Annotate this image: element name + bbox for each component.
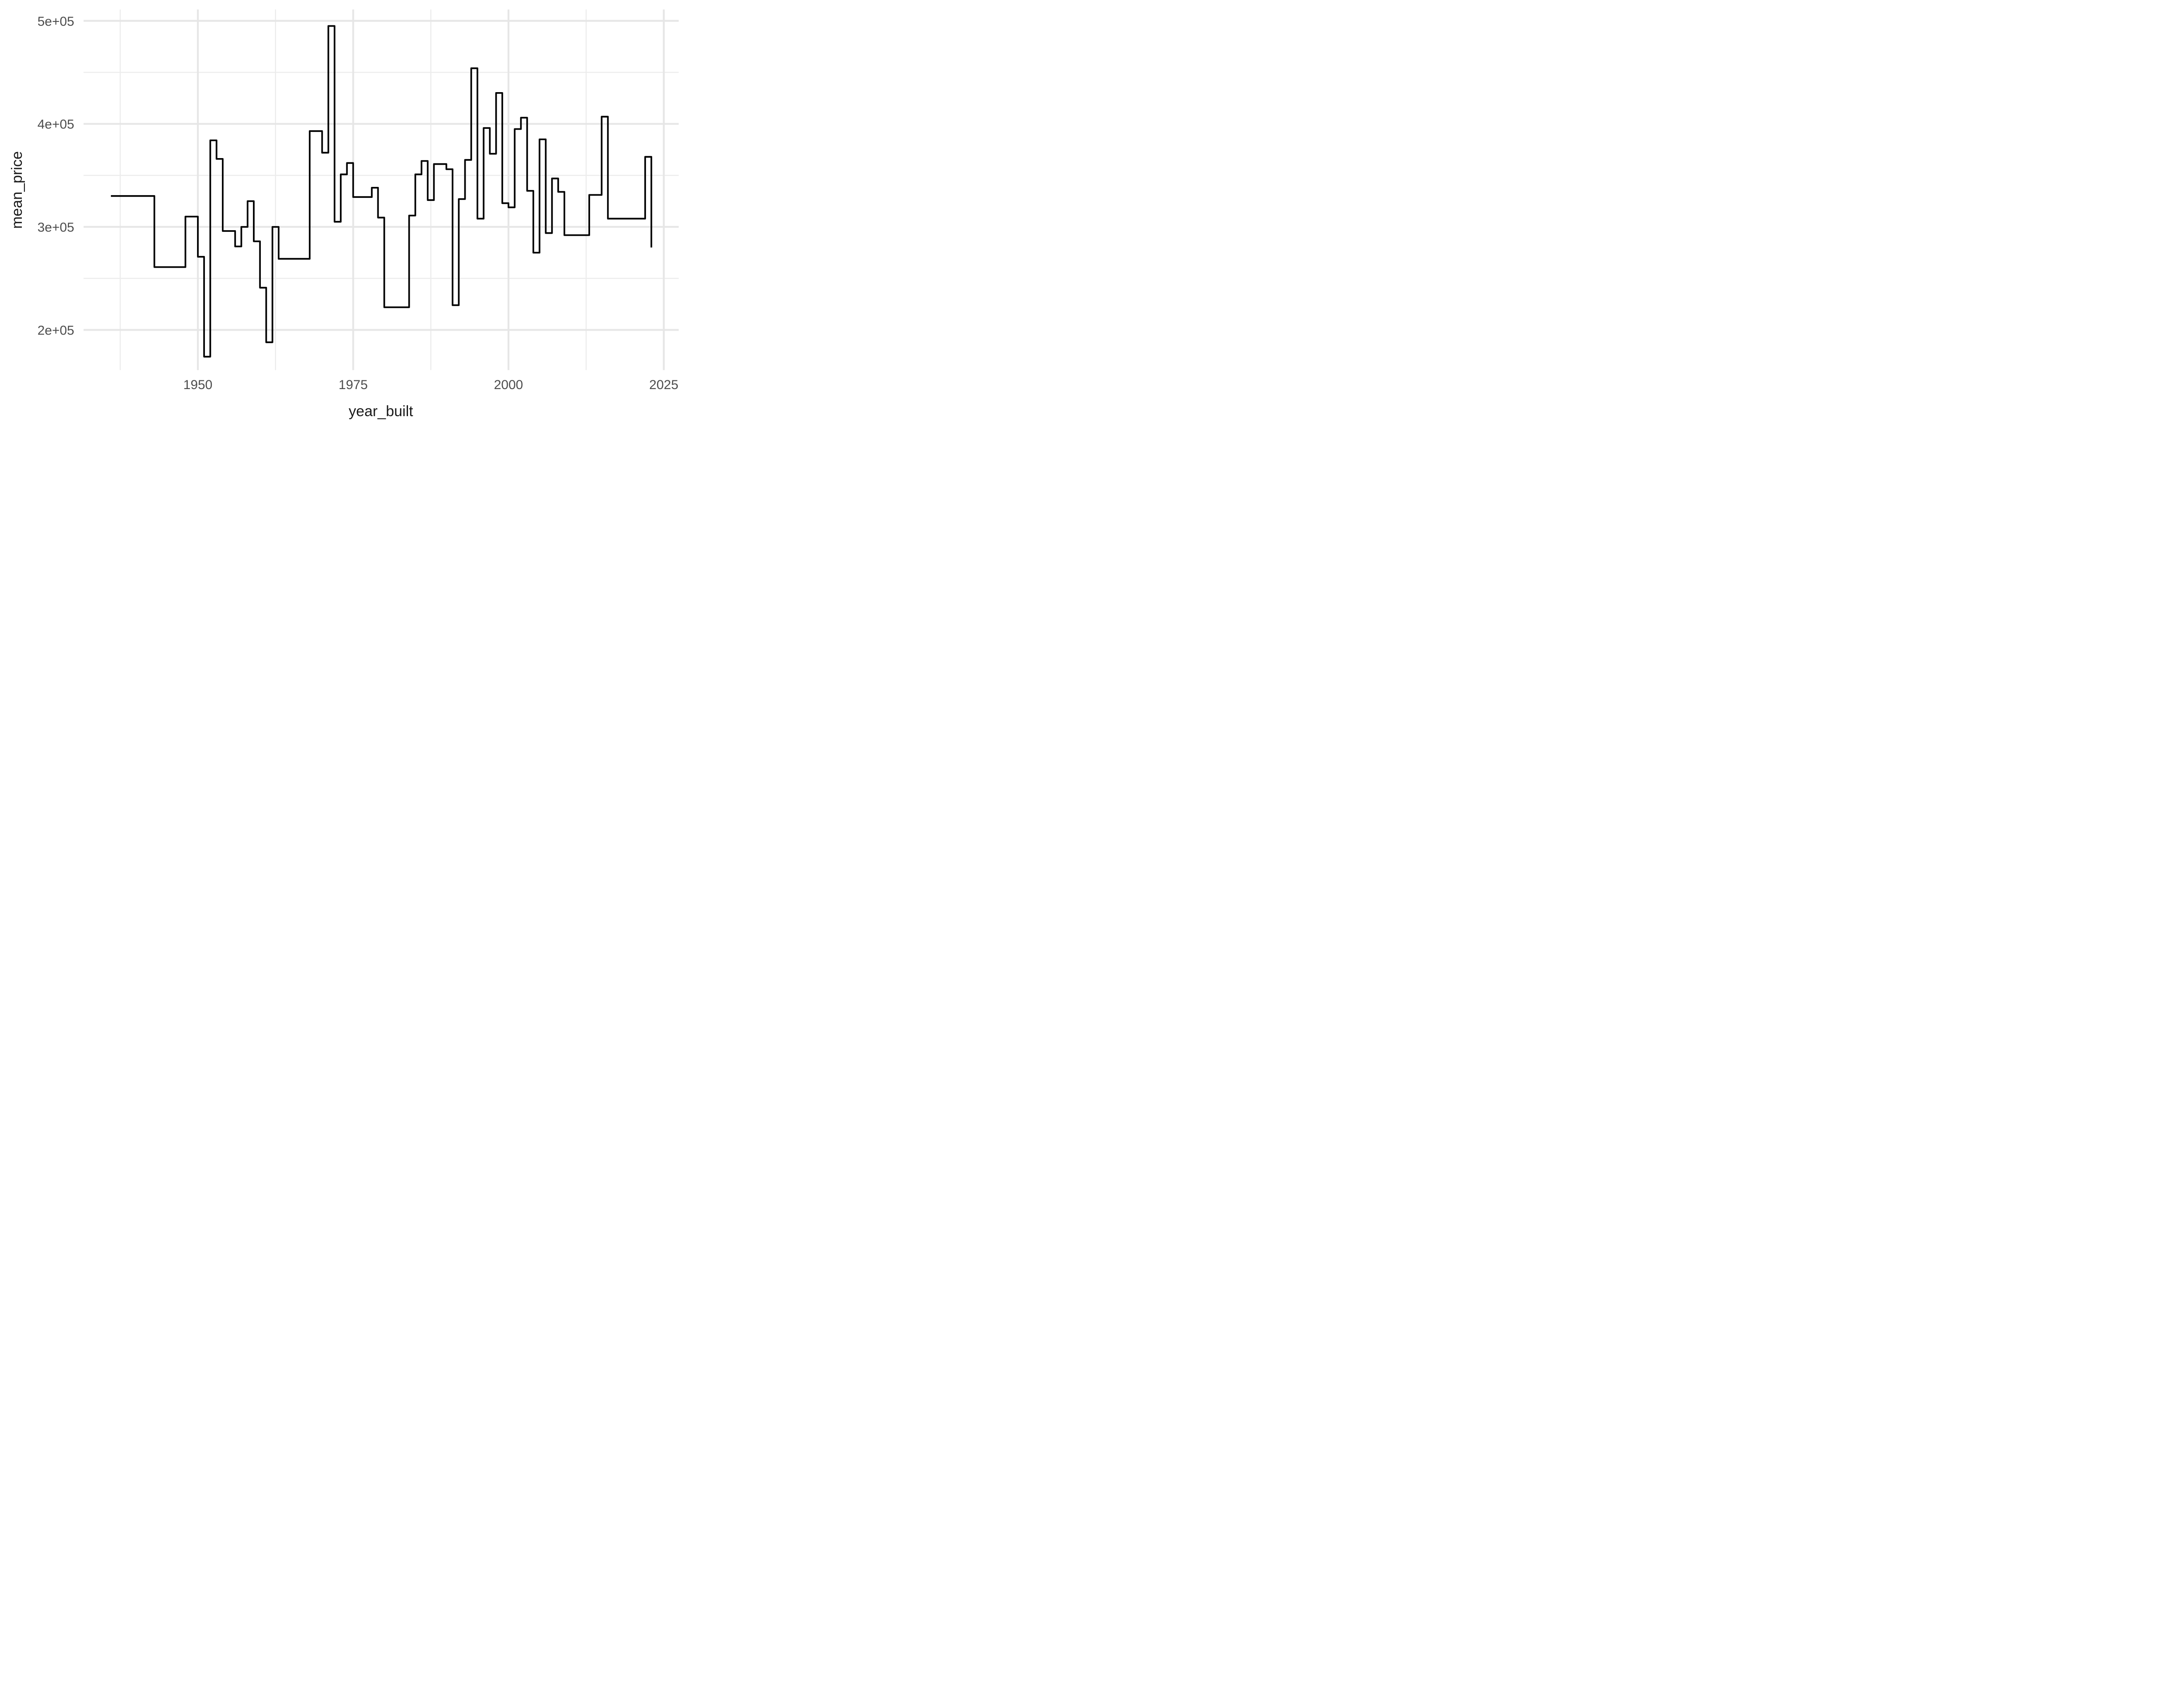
y-axis-title: mean_price (9, 151, 25, 229)
x-tick-label: 2000 (494, 378, 523, 392)
x-tick-label: 2025 (649, 378, 678, 392)
x-tick-label: 1950 (183, 378, 213, 392)
step-line (111, 25, 653, 358)
x-axis-title: year_built (349, 403, 413, 420)
x-tick-label: 1975 (339, 378, 368, 392)
y-tick-label: 5e+05 (38, 14, 74, 29)
gridlines-minor (83, 9, 679, 370)
gridlines-major (83, 9, 679, 370)
y-tick-labels: 2e+05 3e+05 4e+05 5e+05 (38, 14, 74, 338)
x-tick-labels: 1950 1975 2000 2025 (183, 378, 678, 392)
step-chart-svg: 1950 1975 2000 2025 2e+05 3e+05 4e+05 5e+05 ye… (9, 9, 679, 420)
y-tick-label: 4e+05 (38, 117, 74, 132)
step-chart-figure: 1950 1975 2000 2025 2e+05 3e+05 4e+05 5e+05 ye… (0, 0, 688, 425)
y-tick-label: 2e+05 (38, 323, 74, 338)
y-tick-label: 3e+05 (38, 221, 74, 235)
